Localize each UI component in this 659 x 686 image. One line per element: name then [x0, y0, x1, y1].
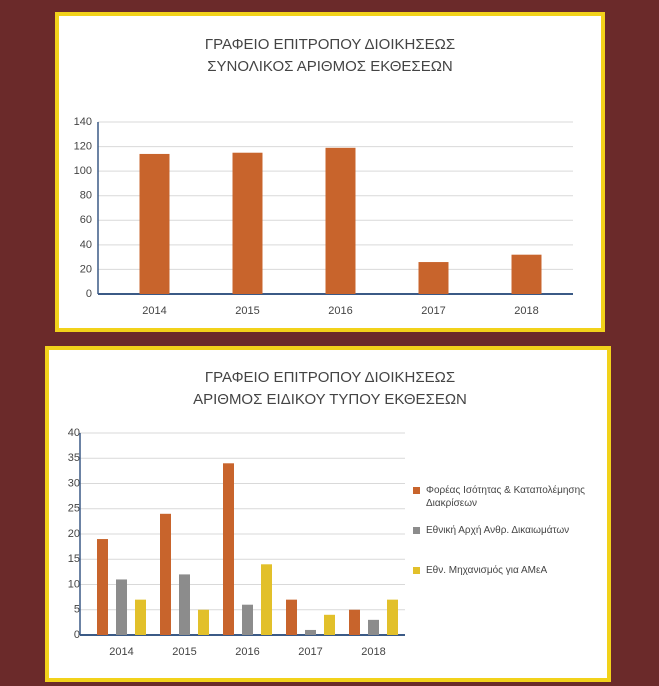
y-tick-label: 10 [68, 578, 80, 590]
chart-subtitle: ΣΥΝΟΛΙΚΟΣ ΑΡΙΘΜΟΣ ΕΚΘΕΣΕΩΝ [207, 58, 453, 75]
x-tick-label: 2014 [109, 646, 133, 658]
legend-label: Εθνική Αρχή Ανθρ. Δικαιωμάτων [426, 525, 570, 536]
legend-item: Εθνική Αρχή Ανθρ. Δικαιωμάτων [413, 524, 598, 537]
bar [232, 152, 263, 294]
bar [179, 574, 190, 635]
x-tick-label: 2016 [328, 305, 352, 317]
legend-swatch [413, 567, 420, 574]
bar [223, 463, 234, 635]
bar [160, 513, 171, 635]
x-tick-label: 2017 [298, 646, 322, 658]
bar [305, 629, 316, 635]
y-tick-label: 40 [68, 427, 80, 439]
bar [418, 262, 449, 294]
bar [135, 599, 146, 635]
bar [242, 604, 253, 635]
bar [198, 609, 209, 635]
x-tick-label: 2015 [172, 646, 196, 658]
bar [349, 609, 360, 635]
bar [97, 539, 108, 635]
legend-swatch [413, 527, 420, 534]
bar [116, 579, 127, 635]
y-tick-label: 5 [74, 604, 80, 616]
x-tick-label: 2018 [361, 646, 385, 658]
y-tick-label: 25 [68, 503, 80, 515]
chart-subtitle: ΑΡΙΘΜΟΣ ΕΙΔΙΚΟΥ ΤΥΠΟΥ ΕΚΘΕΣΕΩΝ [193, 391, 467, 408]
x-tick-label: 2017 [421, 305, 445, 317]
y-tick-label: 140 [74, 116, 92, 128]
bar [368, 619, 379, 635]
bar [139, 153, 170, 294]
bar [325, 147, 356, 294]
y-tick-label: 30 [68, 477, 80, 489]
y-tick-label: 60 [80, 214, 92, 226]
chart-title: ΓΡΑΦΕΙΟ ΕΠΙΤΡΟΠΟΥ ΔΙΟΙΚΗΣΕΩΣ [205, 369, 455, 386]
legend-label: Εθν. Μηχανισμός για ΑΜεΑ [426, 565, 548, 576]
bar [324, 614, 335, 635]
y-tick-label: 20 [80, 263, 92, 275]
chart-title: ΓΡΑΦΕΙΟ ΕΠΙΤΡΟΠΟΥ ΔΙΟΙΚΗΣΕΩΣ [205, 36, 455, 53]
y-tick-label: 80 [80, 190, 92, 202]
y-tick-label: 100 [74, 165, 92, 177]
y-tick-label: 40 [80, 239, 92, 251]
legend-label: Φορέας Ισότητας & Καταπολέμησης Διακρίσε… [426, 485, 585, 509]
bar [261, 564, 272, 635]
y-tick-label: 35 [68, 452, 80, 464]
x-tick-label: 2015 [235, 305, 259, 317]
bar [387, 599, 398, 635]
y-tick-label: 0 [86, 288, 92, 300]
legend-item: Φορέας Ισότητας & Καταπολέμησης Διακρίσε… [413, 484, 598, 510]
y-tick-label: 20 [68, 528, 80, 540]
legend-swatch [413, 487, 420, 494]
bar [286, 599, 297, 635]
y-tick-label: 120 [74, 140, 92, 152]
bar [511, 254, 542, 294]
y-tick-label: 15 [68, 553, 80, 565]
x-tick-label: 2014 [142, 305, 166, 317]
y-tick-label: 0 [74, 629, 80, 641]
x-tick-label: 2018 [514, 305, 538, 317]
x-tick-label: 2016 [235, 646, 259, 658]
legend-item: Εθν. Μηχανισμός για ΑΜεΑ [413, 564, 598, 577]
